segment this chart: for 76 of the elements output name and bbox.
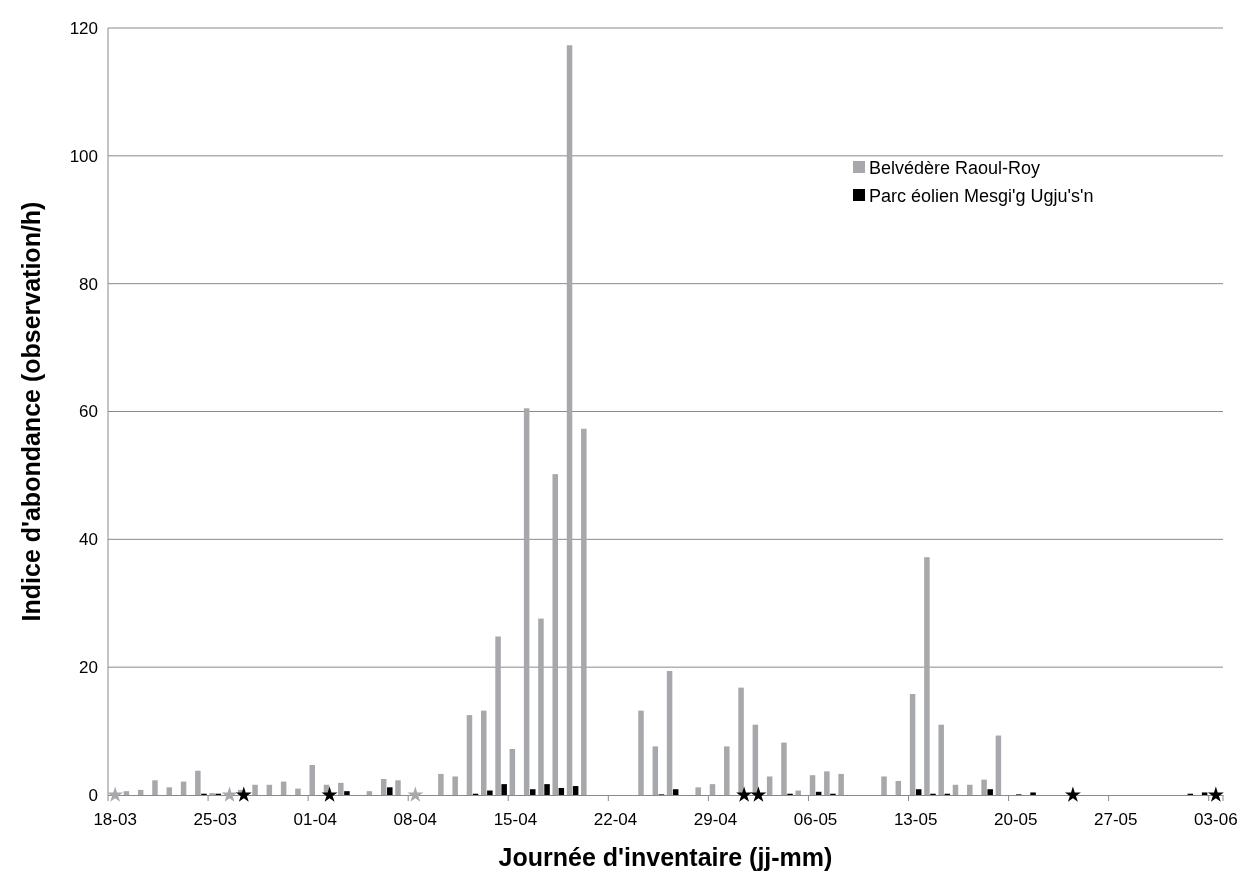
bar	[538, 618, 544, 795]
bar	[509, 748, 516, 795]
bar	[724, 746, 730, 795]
bar	[566, 45, 573, 795]
bar	[924, 557, 930, 795]
bar	[366, 791, 373, 795]
bar	[915, 789, 922, 795]
x-tick-label: 29-04	[693, 810, 738, 829]
bar	[466, 715, 473, 795]
bar	[380, 779, 387, 795]
bar	[981, 779, 987, 795]
x-tick-label: 25-03	[193, 810, 237, 829]
bar	[695, 787, 701, 795]
y-tick-label: 120	[69, 18, 98, 38]
bar	[809, 775, 816, 795]
legend-label: Belvédère Raoul-Roy	[869, 158, 1041, 179]
bar	[387, 787, 393, 795]
bar	[395, 780, 401, 795]
y-tick-label: 60	[79, 402, 98, 422]
bar	[987, 789, 993, 795]
bar	[252, 784, 258, 795]
bar	[838, 773, 844, 795]
bar	[481, 710, 487, 795]
bar	[495, 636, 501, 795]
bar	[652, 746, 659, 795]
bar	[967, 784, 973, 795]
x-axis-title: Journée d'inventaire (jj-mm)	[498, 843, 833, 871]
bar	[501, 784, 507, 795]
bar	[881, 776, 887, 795]
x-tick-label: 15-04	[493, 810, 538, 829]
bar	[572, 786, 579, 795]
bar	[781, 742, 787, 795]
x-tick-label: 20-05	[993, 810, 1038, 829]
bar	[895, 780, 902, 795]
bar	[558, 787, 565, 795]
bar	[544, 784, 550, 795]
bar	[530, 789, 536, 795]
y-tick-label: 100	[69, 146, 98, 166]
y-tick-label: 0	[88, 785, 98, 805]
y-axis-title: Indice d'abondance (observation/h)	[17, 201, 45, 622]
bar	[938, 724, 944, 795]
bar	[344, 791, 350, 795]
x-tick-label: 03-06	[1194, 810, 1238, 829]
bar	[552, 474, 558, 795]
bar	[824, 771, 830, 795]
bar	[666, 671, 673, 795]
x-tick-label: 08-04	[393, 810, 438, 829]
bar	[295, 788, 301, 795]
bar	[766, 776, 773, 795]
x-tick-label: 18-03	[93, 810, 137, 829]
bar	[166, 787, 173, 795]
bar	[309, 764, 315, 795]
bar	[487, 790, 493, 795]
bar	[709, 784, 716, 795]
bar	[438, 773, 444, 795]
x-tick-label: 06-05	[793, 810, 838, 829]
bar	[338, 782, 344, 795]
y-tick-label: 20	[79, 658, 98, 678]
bar	[195, 770, 201, 795]
bar	[909, 694, 916, 795]
x-tick-label: 27-05	[1094, 810, 1138, 829]
bar	[452, 776, 458, 795]
x-tick-label: 01-04	[293, 810, 338, 829]
y-tick-label: 80	[79, 274, 98, 294]
bar	[581, 428, 587, 795]
bar	[638, 710, 644, 795]
bar	[672, 789, 679, 795]
x-tick-label: 22-04	[593, 810, 638, 829]
bar	[523, 408, 530, 795]
bar	[995, 735, 1002, 795]
y-tick-label: 40	[79, 530, 98, 550]
bar	[738, 687, 744, 795]
legend-label: Parc éolien Mesgi'g Ugju's'n	[869, 186, 1094, 207]
x-tick-label: 13-05	[893, 810, 938, 829]
bar	[1030, 792, 1036, 795]
bar	[152, 780, 158, 795]
